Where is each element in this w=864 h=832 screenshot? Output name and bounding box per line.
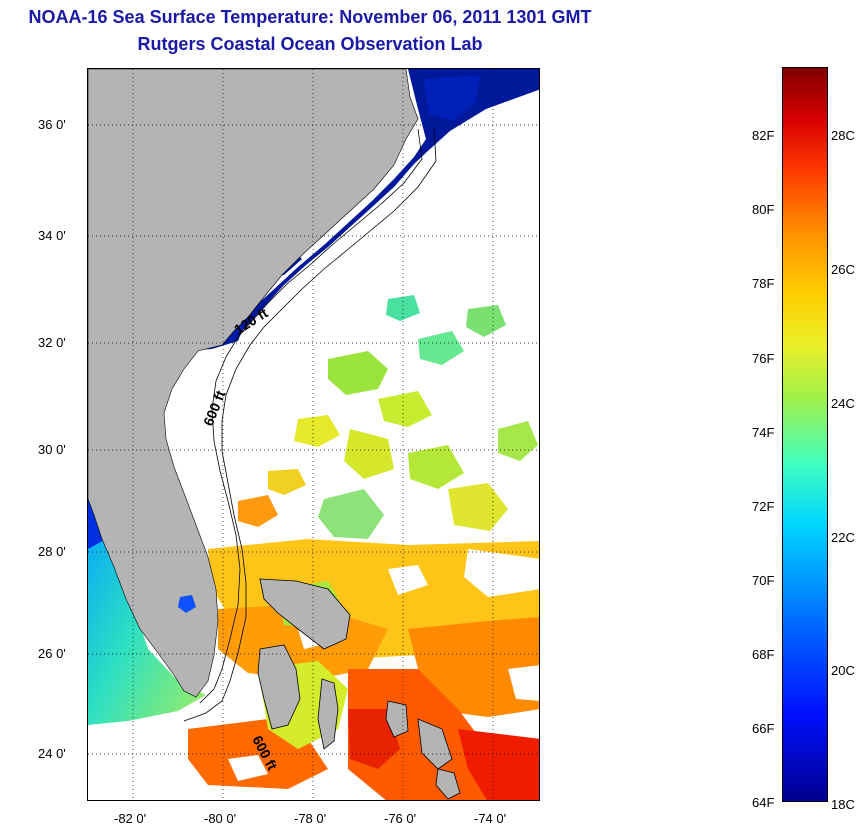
colorbar-f-label: 72F <box>752 499 775 514</box>
lat-tick-label: 36 0' <box>38 117 66 132</box>
lon-tick-label: -76 0' <box>384 811 417 826</box>
lon-tick-label: -78 0' <box>294 811 327 826</box>
sst-patch <box>328 351 388 395</box>
colorbar-f-label: 78F <box>752 276 775 291</box>
colorbar-c-label: 26C <box>831 262 855 277</box>
florida-landmass <box>88 69 419 698</box>
bahamas-island <box>385 700 409 738</box>
lat-tick-label: 30 0' <box>38 442 66 457</box>
colorbar-c-label: 22C <box>831 530 855 545</box>
colorbar-f-label: 64F <box>752 795 775 810</box>
colorbar-f-label: 80F <box>752 202 775 217</box>
cold-water-patch <box>226 69 539 341</box>
sst-patch <box>448 483 508 531</box>
lat-tick-label: 34 0' <box>38 228 66 243</box>
cloud-gap <box>508 665 539 701</box>
colorbar-f-label: 70F <box>752 573 775 588</box>
sst-patch <box>408 445 464 489</box>
colorbar-f-label: 76F <box>752 351 775 366</box>
cloud-gap <box>388 565 428 595</box>
sst-patch <box>418 331 464 365</box>
cloud-gap <box>464 549 539 597</box>
lat-tick-label: 32 0' <box>38 335 66 350</box>
sst-map[interactable]: 120 ft 600 ft 600 ft <box>87 68 540 801</box>
colorbar-c-label: 24C <box>831 396 855 411</box>
colorbar-c-label: 20C <box>831 663 855 678</box>
colorbar-f-label: 68F <box>752 647 775 662</box>
land <box>88 69 461 800</box>
cold-water-patch <box>424 75 480 121</box>
bahamas-island <box>435 768 461 800</box>
sst-patch <box>466 305 506 337</box>
colorbar-c-label: 28C <box>831 128 855 143</box>
lake-okeechobee <box>178 595 196 613</box>
cloud-gap <box>228 755 268 781</box>
contour-600ft <box>183 128 437 722</box>
bahamas-island <box>417 718 453 770</box>
sst-patch <box>294 415 340 447</box>
lat-tick-label: 26 0' <box>38 646 66 661</box>
bahamas-island <box>259 578 351 650</box>
sst-patch <box>268 469 306 495</box>
contour-120ft <box>199 128 423 704</box>
colorbar-f-label: 82F <box>752 128 775 143</box>
colorbar-f-label: 74F <box>752 425 775 440</box>
bathymetry-contours <box>183 128 437 722</box>
colorbar-c-label: 18C <box>831 797 855 812</box>
warm-water-patch <box>458 729 539 800</box>
sst-patch <box>318 489 384 539</box>
temperature-colorbar <box>782 67 828 802</box>
sst-patch <box>378 391 432 427</box>
figure-subtitle: Rutgers Coastal Ocean Observation Lab <box>137 34 483 54</box>
lat-tick-label: 24 0' <box>38 746 66 761</box>
map-svg: 120 ft 600 ft 600 ft <box>88 69 539 800</box>
figure-title: NOAA-16 Sea Surface Temperature: Novembe… <box>28 7 592 27</box>
lon-tick-label: -82 0' <box>114 811 147 826</box>
sst-patch <box>498 421 538 461</box>
lon-tick-label: -80 0' <box>204 811 237 826</box>
lon-tick-label: -74 0' <box>474 811 507 826</box>
lat-tick-label: 28 0' <box>38 544 66 559</box>
sst-patch <box>238 495 278 527</box>
sst-patch <box>386 295 420 321</box>
bahamas-island <box>257 644 301 730</box>
colorbar-f-label: 66F <box>752 721 775 736</box>
bahamas-island <box>317 678 339 750</box>
sst-patch <box>344 429 394 479</box>
